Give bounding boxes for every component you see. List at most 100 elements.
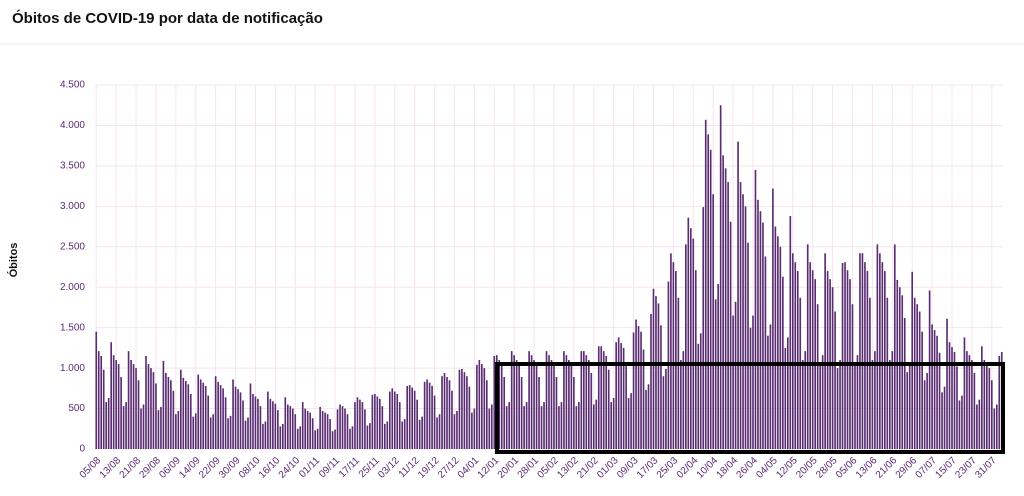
bar [222,388,224,449]
x-tick-label: 04/01 [456,455,482,481]
bar [866,271,869,449]
bar [334,429,336,449]
bar [864,262,866,449]
bar [383,423,386,449]
bar [660,325,662,449]
bar [227,418,229,449]
bar [801,360,804,449]
x-tick-label: 03/12 [376,455,402,481]
bar [418,419,421,449]
bar [971,360,973,449]
bar [326,414,329,449]
bar [157,410,160,449]
bar [500,364,503,449]
bar [130,360,132,449]
bar [578,402,580,449]
bar [592,404,595,449]
bar [769,324,772,449]
bar [349,428,351,449]
bar [879,253,881,449]
bar [744,206,747,449]
bar [665,368,667,449]
bar [670,253,672,449]
bar [291,408,294,449]
bar [597,346,600,449]
bar [184,381,187,449]
bar [408,385,411,449]
bar [918,311,921,449]
bar [359,399,361,449]
bar [933,330,936,449]
bar [316,428,319,449]
bar [811,270,814,449]
bar [379,398,381,449]
bar [180,369,182,449]
bar [249,383,252,449]
bar [284,397,287,449]
bar [590,372,593,449]
bar [799,297,802,449]
bar [844,262,846,449]
bar [453,414,456,449]
bar [893,244,896,449]
bar [712,194,715,449]
x-tick-label: 13/08 [98,455,124,481]
bar [846,270,849,449]
bar [650,313,652,449]
bar [615,342,617,449]
bar [732,315,734,449]
bar [242,400,244,449]
bar [702,207,705,449]
bar [888,360,891,449]
bar [777,236,779,449]
y-tick-label: 2.000 [60,282,85,293]
bar [884,271,886,449]
bar [485,380,488,449]
bar [600,346,603,449]
bar [441,376,443,449]
bar [525,402,528,449]
bar [339,404,341,449]
bar [839,360,841,449]
bar [468,386,471,449]
bar [563,351,565,449]
x-tick-label: 22/09 [197,455,223,481]
bar [553,364,555,449]
bar [764,256,767,449]
bar [978,399,981,449]
bar [824,253,826,449]
bar [617,337,620,449]
bar [926,372,928,449]
bar [943,386,946,449]
bar [854,364,856,449]
bar [448,380,451,449]
bar [189,393,192,449]
bar [247,417,249,449]
x-tick-label: 20/01 [496,455,522,481]
y-axis-label: Óbitos [7,243,20,278]
bar [294,414,297,449]
bar [779,246,782,449]
bar [747,242,749,449]
bar [433,395,436,449]
bar [737,141,739,449]
bar [112,355,115,449]
y-tick-label: 500 [68,403,85,414]
x-tick-label: 02/04 [675,455,701,481]
bar [354,402,356,449]
bar [826,271,829,449]
bar [575,406,578,449]
bar [281,423,284,449]
bar [346,414,349,449]
bar [898,287,901,449]
x-tick-label: 17/11 [337,455,362,480]
bar [836,368,839,449]
bar [694,270,697,449]
bar [122,406,125,449]
x-tick-label: 09/11 [317,455,342,480]
bar [580,351,583,449]
bar [481,364,483,449]
bar [610,402,613,449]
bar [607,369,610,449]
bar [774,226,777,449]
